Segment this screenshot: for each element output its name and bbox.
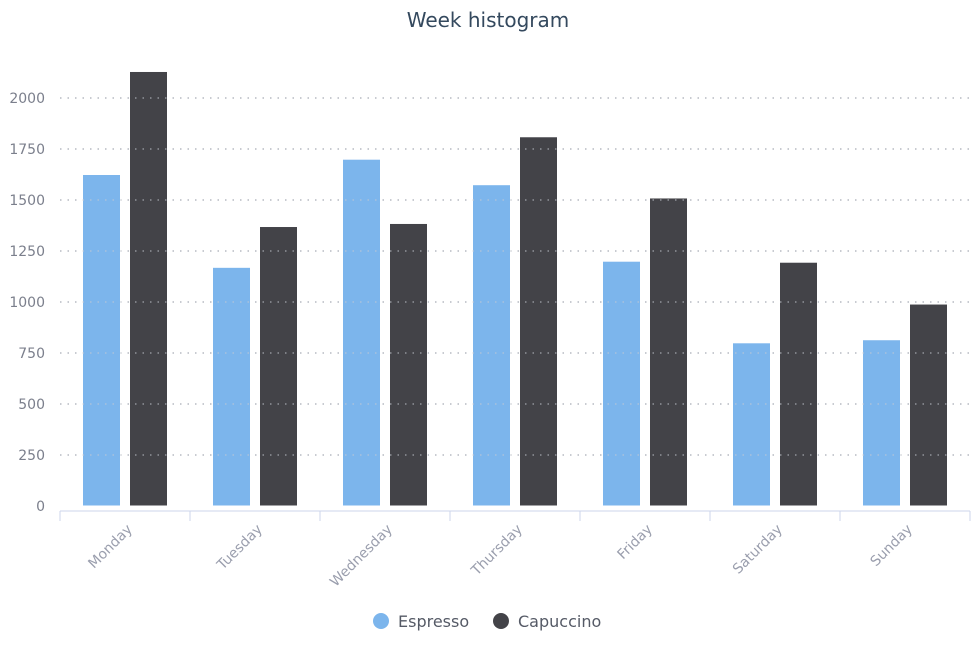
legend-item-espresso[interactable]: Espresso [373, 612, 469, 631]
legend: Espresso Capuccino [373, 612, 601, 631]
x-axis: Monday Tuesday Wednesday Thursday Friday Satu… [59, 510, 971, 591]
y-tick-label: 250 [18, 448, 45, 464]
bar-espresso-friday[interactable] [602, 260, 641, 507]
bar-capuccino-tuesday[interactable] [259, 226, 298, 507]
bar-espresso-monday[interactable] [82, 174, 121, 507]
y-tick-label: 1750 [9, 142, 45, 158]
x-tick-label: Saturday [730, 522, 786, 578]
x-tick-label: Sunday [867, 522, 915, 570]
chart-title: Week histogram [407, 8, 570, 32]
y-tick-label: 1250 [9, 244, 45, 260]
legend-marker [493, 613, 509, 629]
y-axis: 0 250 500 750 1000 1250 1500 1750 2000 [9, 91, 45, 515]
bar-espresso-wednesday[interactable] [342, 158, 381, 507]
legend-label: Espresso [398, 612, 469, 631]
y-tick-label: 0 [36, 499, 45, 515]
bar-capuccino-wednesday[interactable] [389, 222, 428, 507]
grid-overlay [60, 97, 970, 456]
y-tick-label: 750 [18, 346, 45, 362]
x-tick-label: Monday [85, 522, 135, 572]
bar-capuccino-monday[interactable] [129, 70, 168, 507]
bar-espresso-tuesday[interactable] [212, 266, 251, 507]
bar-espresso-thursday[interactable] [472, 184, 511, 507]
legend-item-capuccino[interactable]: Capuccino [493, 612, 601, 631]
x-tick-label: Wednesday [327, 522, 396, 591]
x-tick-label: Tuesday [214, 522, 266, 574]
bar-capuccino-friday[interactable] [649, 197, 688, 507]
legend-marker [373, 613, 389, 629]
y-tick-label: 1500 [9, 193, 45, 209]
bar-capuccino-saturday[interactable] [779, 261, 818, 507]
bar-capuccino-sunday[interactable] [909, 303, 948, 507]
bar-capuccino-thursday[interactable] [519, 136, 558, 507]
y-tick-label: 500 [18, 397, 45, 413]
bars [82, 70, 948, 507]
y-tick-label: 2000 [9, 91, 45, 107]
grid-lines [60, 97, 970, 456]
x-tick-label: Friday [615, 522, 656, 563]
legend-label: Capuccino [518, 612, 601, 631]
bar-espresso-saturday[interactable] [732, 342, 771, 507]
x-tick-label: Thursday [468, 522, 526, 580]
y-tick-label: 1000 [9, 295, 45, 311]
bar-espresso-sunday[interactable] [862, 339, 901, 507]
